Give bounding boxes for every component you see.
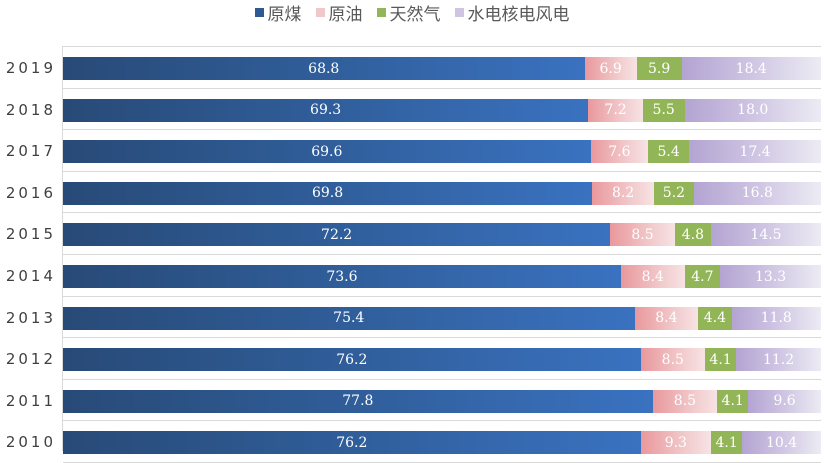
coal-segment: 72.2	[63, 223, 611, 247]
bar-row: 72.2 8.5 4.8 14.5	[63, 223, 821, 247]
oil-segment: 8.2	[592, 181, 655, 205]
category-label: 2011	[5, 391, 56, 410]
category-label: 2016	[5, 183, 56, 202]
gas-segment: 4.8	[674, 223, 712, 247]
bar-row: 77.8 8.5 4.1 9.6	[63, 389, 821, 413]
bar-row: 69.3 7.2 5.5 18.0	[63, 98, 821, 122]
clean-energy-segment: 13.3	[720, 265, 821, 288]
coal-segment: 77.8	[63, 389, 653, 413]
category-label: 2013	[5, 308, 56, 327]
gridline	[63, 254, 821, 255]
gas-segment: 5.9	[636, 57, 682, 80]
oil-segment: 8.5	[652, 389, 718, 413]
oil-segment: 8.4	[634, 306, 699, 330]
clean-energy-segment: 11.8	[731, 306, 821, 330]
y-axis-line	[62, 46, 63, 451]
coal-segment: 69.8	[63, 181, 593, 205]
bar-row: 69.6 7.6 5.4 17.4	[63, 140, 821, 164]
clean-energy-segment: 10.4	[742, 431, 821, 455]
oil-segment: 8.5	[640, 348, 706, 372]
coal-segment: 76.2	[63, 348, 641, 372]
legend-item: 原煤	[254, 0, 302, 25]
clean-energy-segment: 18.0	[684, 98, 821, 122]
clean-energy-segment: 16.8	[693, 181, 821, 205]
gridline	[63, 212, 821, 214]
gridline	[63, 337, 821, 339]
coal-segment: 76.2	[63, 431, 641, 455]
gas-segment: 5.2	[654, 181, 694, 205]
bar-row: 76.2 9.3 4.1 10.4	[63, 431, 821, 455]
legend-label: 天然气	[389, 4, 441, 25]
coal-segment: 75.4	[63, 306, 635, 330]
category-label: 2019	[5, 59, 56, 77]
oil-segment: 7.2	[588, 98, 643, 122]
category-label: 2015	[5, 225, 56, 244]
gas-segment: 4.1	[711, 431, 743, 455]
bar-row: 69.8 8.2 5.2 16.8	[63, 181, 821, 205]
gridline	[63, 46, 821, 47]
gas-segment: 4.4	[698, 306, 732, 330]
legend-swatch-icon	[454, 7, 464, 17]
legend-label: 水电核电风电	[467, 4, 570, 25]
clean-energy-segment: 9.6	[748, 389, 821, 413]
clean-energy-segment: 17.4	[689, 140, 821, 164]
gridline	[63, 378, 821, 380]
clean-energy-segment: 11.2	[736, 348, 821, 372]
clean-energy-segment: 14.5	[711, 223, 821, 247]
category-label: 2010	[5, 433, 56, 452]
legend-item: 天然气	[376, 0, 441, 25]
legend-item: 水电核电风电	[454, 0, 570, 25]
category-label: 2014	[5, 267, 56, 285]
coal-segment: 68.8	[63, 57, 585, 80]
category-label: 2018	[5, 100, 56, 119]
category-label: 2017	[5, 142, 56, 161]
coal-segment: 69.3	[63, 98, 589, 122]
oil-segment: 6.9	[584, 57, 637, 80]
legend-swatch-icon	[315, 7, 325, 17]
bar-row: 68.8 6.9 5.9 18.4	[63, 57, 821, 80]
legend-item: 原油	[315, 0, 363, 25]
gridline	[63, 420, 821, 422]
gas-segment: 4.1	[717, 389, 749, 413]
gridline	[63, 295, 821, 297]
oil-segment: 9.3	[640, 431, 712, 455]
legend-label: 原煤	[267, 4, 302, 25]
coal-segment: 73.6	[63, 265, 621, 288]
bar-row: 75.4 8.4 4.4 11.8	[63, 306, 821, 330]
legend-swatch-icon	[254, 7, 264, 17]
legend-label: 原油	[328, 4, 363, 25]
gas-segment: 5.4	[648, 140, 690, 164]
clean-energy-segment: 18.4	[681, 57, 821, 80]
oil-segment: 8.4	[620, 265, 685, 288]
legend-swatch-icon	[376, 7, 386, 17]
chart-legend: 原煤 原油 天然气 水电核电风电	[0, 0, 824, 25]
gas-segment: 4.1	[705, 348, 737, 372]
coal-segment: 69.6	[63, 140, 591, 164]
gas-segment: 5.5	[642, 98, 685, 122]
bar-row: 76.2 8.5 4.1 11.2	[63, 348, 821, 372]
gridline	[63, 129, 821, 131]
gridline	[63, 170, 821, 172]
bar-row: 73.6 8.4 4.7 13.3	[63, 265, 821, 288]
category-label: 2012	[5, 350, 56, 369]
gridline	[63, 87, 821, 89]
oil-segment: 8.5	[610, 223, 675, 247]
gas-segment: 4.7	[684, 265, 721, 288]
oil-segment: 7.6	[590, 140, 649, 164]
